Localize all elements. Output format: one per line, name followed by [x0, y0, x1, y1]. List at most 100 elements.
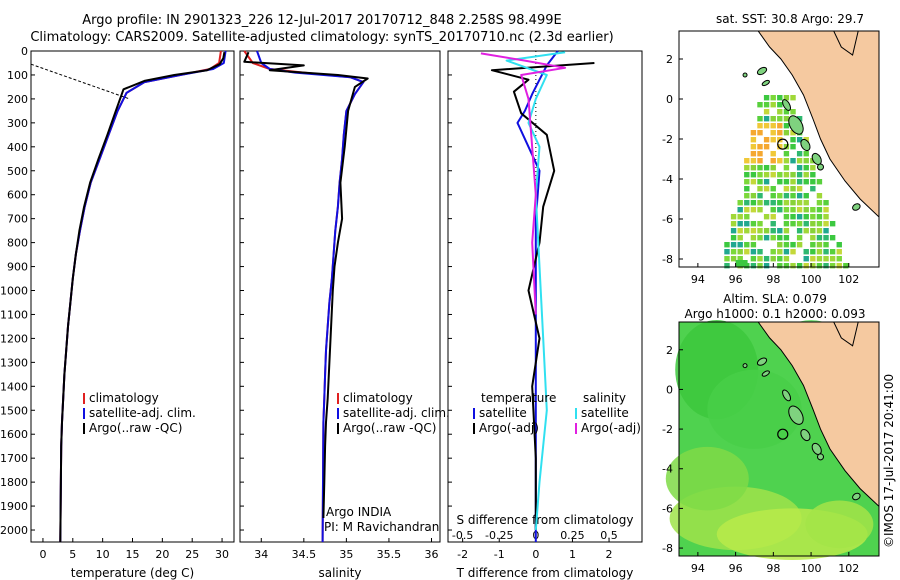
lat-tick-label: -6: [662, 213, 673, 226]
sst-pixel: [810, 228, 816, 234]
sst-pixel: [744, 228, 750, 234]
sst-pixel: [836, 249, 842, 255]
sst-pixel: [744, 165, 750, 171]
lat-tick-label: -6: [662, 502, 673, 515]
sst-map: sat. SST: 30.8 Argo: 29.7 94 96 98 100 102 2 0…: [662, 12, 880, 286]
sst-pixel: [744, 214, 750, 220]
sst-pixel: [763, 186, 770, 192]
sst-pixel: [730, 214, 737, 220]
x-tick-label: 34: [254, 548, 268, 561]
y-tick-label: 1600: [0, 428, 28, 441]
legend-label: Argo(..raw -QC): [89, 421, 182, 435]
x-axis-label: temperature (deg C): [71, 566, 194, 580]
sst-pixel: [803, 179, 809, 185]
sst-pixel: [810, 235, 816, 241]
sst-pixel: [744, 179, 750, 185]
lat-tick-label: -2: [662, 133, 673, 146]
sst-pixel: [750, 235, 757, 241]
sst-pixel: [816, 242, 823, 248]
x-tick-label: 25: [185, 548, 199, 561]
sla-map-title-1: Altim. SLA: 0.079: [723, 292, 827, 306]
sst-pixel: [724, 242, 730, 248]
sst-pixel: [763, 165, 770, 171]
y-tick-label: 0: [21, 45, 28, 58]
sst-pixel: [783, 235, 790, 241]
sst-pixel: [750, 249, 757, 255]
sst-pixel: [836, 263, 842, 269]
sst-pixel: [823, 263, 829, 269]
sst-pixel: [829, 221, 836, 227]
sla-map-title-2: Argo h1000: 0.1 h2000: 0.093: [685, 307, 866, 321]
lon-tick-label: 98: [766, 562, 780, 575]
sst-pixel: [810, 172, 816, 178]
sst-pixel: [763, 102, 770, 108]
float-location-marker: [777, 428, 789, 440]
sst-pixel: [783, 123, 790, 129]
sst-pixel: [737, 242, 743, 248]
sst-pixel: [803, 221, 809, 227]
sst-pixel: [730, 249, 737, 255]
sst-pixel: [757, 144, 763, 150]
y-tick-label: 700: [7, 213, 28, 226]
island: [761, 370, 770, 377]
sst-pixel: [763, 214, 770, 220]
sst-pixel: [770, 158, 776, 164]
lon-tick-label: 102: [838, 273, 859, 286]
y-tick-label: 1900: [0, 500, 28, 513]
sst-pixel: [757, 123, 763, 129]
legend-label: satellite: [479, 406, 527, 420]
sst-pixel: [770, 165, 776, 171]
sst-pixel: [750, 263, 757, 269]
sst-pixel: [796, 200, 803, 206]
sst-pixel: [757, 158, 763, 164]
sst-pixel: [744, 207, 750, 213]
sst-pixel: [810, 207, 816, 213]
x-tick-label: 35: [339, 548, 353, 561]
sst-pixel: [757, 130, 763, 136]
series-line-satellite-adj-clim-: [59, 50, 227, 543]
sst-pixel: [770, 102, 776, 108]
x-tick-label: 0: [39, 548, 46, 561]
sst-map-title: sat. SST: 30.8 Argo: 29.7: [716, 12, 864, 26]
sst-pixel: [783, 95, 790, 101]
sst-pixel: [737, 221, 743, 227]
y-tick-label: 100: [7, 69, 28, 82]
y-tick-label: 900: [7, 261, 28, 274]
sst-pixel: [796, 228, 803, 234]
sst-pixel: [803, 200, 809, 206]
legend-label: Argo(-adj): [479, 421, 539, 435]
y-tick-label: 300: [7, 117, 28, 130]
x-tick-label: 1: [569, 548, 576, 561]
sst-pixel: [823, 256, 829, 262]
sst-pixel: [777, 242, 783, 248]
map-frame: [678, 30, 880, 268]
sst-pixel: [790, 158, 796, 164]
sst-pixel: [816, 200, 823, 206]
sst-pixel: [790, 179, 796, 185]
sst-pixel: [783, 186, 790, 192]
sst-pixel: [770, 130, 776, 136]
legend-label: Argo(..raw -QC): [343, 421, 436, 435]
sst-pixel: [810, 263, 816, 269]
sst-pixel: [763, 116, 770, 122]
sst-pixel: [750, 151, 757, 157]
sst-pixel: [750, 200, 757, 206]
sst-pixel: [730, 235, 737, 241]
sst-pixel: [783, 158, 790, 164]
sst-pixel: [777, 123, 783, 129]
sst-pixel: [757, 249, 763, 255]
sst-pixel: [724, 249, 730, 255]
sst-pixel: [730, 228, 737, 234]
sst-pixel: [777, 144, 783, 150]
sst-pixel: [763, 228, 770, 234]
y-tick-label: 400: [7, 141, 28, 154]
island: [761, 79, 770, 87]
sst-pixel: [796, 116, 803, 122]
sla-patch: [665, 446, 749, 511]
sst-pixel: [803, 151, 809, 157]
x-axis-label-top: S difference from climatology: [457, 513, 634, 527]
sst-pixel: [770, 186, 776, 192]
series-line-spike: [30, 63, 130, 100]
sst-pixel: [783, 130, 790, 136]
x-axis-label: salinity: [318, 566, 361, 580]
